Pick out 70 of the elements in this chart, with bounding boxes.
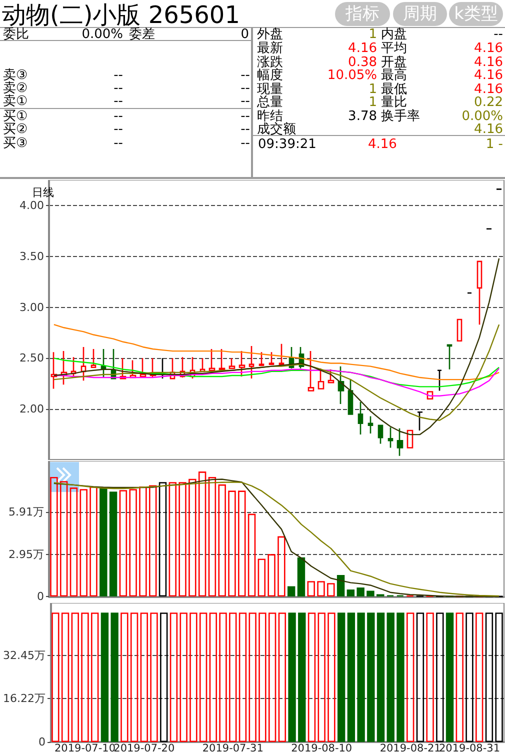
text: -- [114, 122, 123, 137]
text: 内盘 [381, 27, 407, 42]
text: 1 [368, 95, 377, 110]
y-tick-label: 16.22万 [2, 692, 46, 706]
x-tick-label: 2019-07-20 [114, 742, 175, 754]
text: 总量 [257, 95, 283, 110]
x-tick-label: 2019-07-31 [202, 742, 264, 754]
y-tick-label: 32.45万 [2, 648, 46, 662]
text: 日线 [32, 186, 54, 199]
text: 0.00% [462, 109, 503, 124]
text: 1 - [486, 137, 503, 152]
text: 4.16 [474, 41, 503, 56]
text: 4.16 [474, 122, 503, 137]
text: -- [240, 81, 250, 96]
text: 成交额 [257, 122, 296, 137]
text: 委差 [129, 27, 155, 42]
text: 平均 [381, 41, 407, 56]
text: -- [240, 68, 250, 83]
text: 0 [240, 27, 249, 42]
text: 09:39:21 [258, 137, 316, 152]
text: 最高 [381, 68, 407, 83]
text: 4.16 [348, 41, 377, 56]
text: 3.78 [348, 109, 377, 124]
text: 买③ [3, 136, 28, 151]
text: -- [114, 109, 123, 124]
text: 1 [368, 82, 377, 97]
text: 0.38 [348, 55, 377, 70]
text: 最新 [257, 41, 283, 56]
x-tick-label: 2019-08-21 [380, 742, 441, 754]
y-tick-label: 2.50 [20, 352, 44, 365]
text: 幅度 [257, 68, 283, 83]
text: -- [240, 109, 250, 124]
y-tick-label: 4.00 [20, 198, 44, 212]
text: 量比 [381, 95, 407, 110]
text: 换手率 [381, 109, 420, 124]
text: -- [240, 122, 250, 137]
text: 外盘 [257, 27, 283, 42]
text: 0.00% [82, 27, 123, 42]
text: 10.05% [327, 68, 377, 83]
text: 委比 [3, 27, 29, 42]
text: 指标 [335, 2, 390, 26]
y-tick-label: 3.00 [20, 300, 44, 314]
y-tick-label: 3.50 [20, 250, 44, 263]
x-tick-label: 2019-08-10 [291, 742, 352, 754]
text: 4.16 [474, 55, 503, 70]
text: -- [114, 81, 123, 96]
text: -- [114, 94, 123, 109]
text: -- [114, 136, 123, 151]
y-tick-label: 2.95万 [8, 548, 44, 561]
text: 买① [3, 109, 28, 124]
text: -- [240, 94, 250, 109]
text: 1 [368, 27, 377, 42]
text: 买② [3, 122, 28, 137]
text: -- [494, 27, 503, 42]
text: -- [240, 136, 250, 151]
x-tick-label: 2019-07-10 [54, 742, 116, 754]
y-tick-label: 5.91万 [8, 506, 44, 519]
text: 卖① [3, 94, 28, 109]
text: k类型 [449, 2, 503, 26]
x-tick-label: 2019-08-31 [438, 742, 500, 754]
text: 现量 [257, 82, 283, 97]
text: 4.16 [474, 82, 503, 97]
y-tick-label: 2.00 [20, 402, 44, 416]
text: -- [114, 68, 123, 83]
text: 周期 [393, 2, 447, 26]
y-tick-label: 0 [37, 590, 44, 603]
text: 4.16 [474, 68, 503, 83]
text: 0.22 [474, 95, 503, 110]
y-tick-label: 0 [38, 736, 46, 748]
text: 4.16 [368, 137, 397, 152]
